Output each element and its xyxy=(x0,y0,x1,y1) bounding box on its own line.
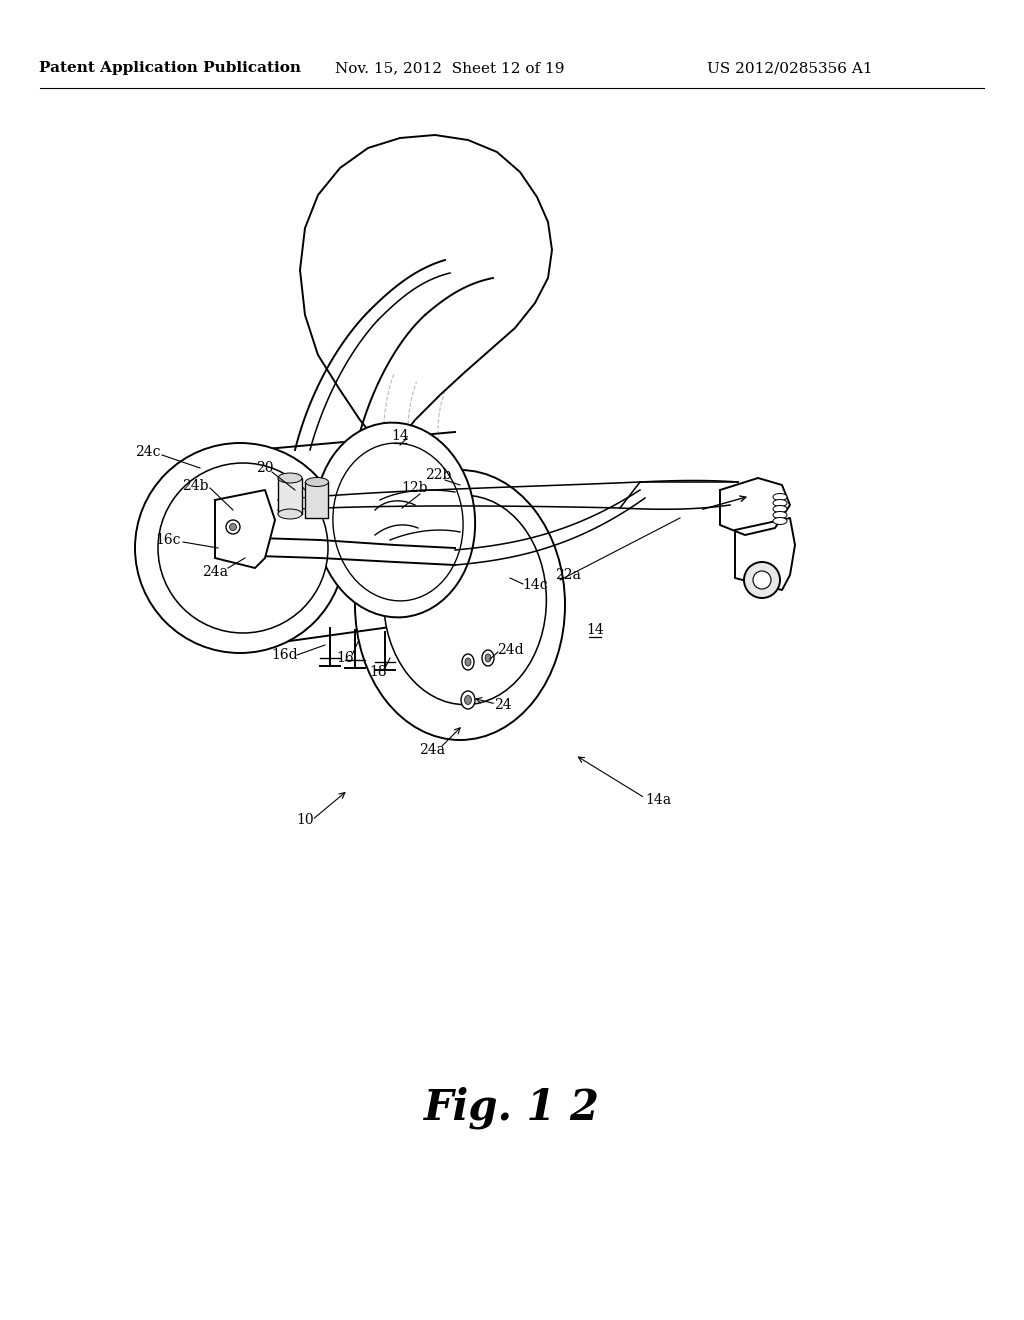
Text: US 2012/0285356 A1: US 2012/0285356 A1 xyxy=(708,61,872,75)
Circle shape xyxy=(744,562,780,598)
Ellipse shape xyxy=(773,499,787,507)
Text: 22a: 22a xyxy=(555,568,581,582)
Text: 16c: 16c xyxy=(156,533,181,546)
Circle shape xyxy=(226,520,240,535)
Text: 24: 24 xyxy=(495,698,512,711)
Ellipse shape xyxy=(355,470,565,741)
Ellipse shape xyxy=(773,517,787,524)
Text: Fig. 1 2: Fig. 1 2 xyxy=(424,1086,600,1129)
Ellipse shape xyxy=(485,653,490,663)
Ellipse shape xyxy=(773,506,787,512)
Text: 10: 10 xyxy=(296,813,313,828)
Text: 14: 14 xyxy=(391,429,409,444)
Ellipse shape xyxy=(305,478,329,487)
Polygon shape xyxy=(720,478,790,535)
Text: Nov. 15, 2012  Sheet 12 of 19: Nov. 15, 2012 Sheet 12 of 19 xyxy=(335,61,565,75)
Text: 24b: 24b xyxy=(181,479,208,492)
Text: 14: 14 xyxy=(586,623,604,638)
Text: Patent Application Publication: Patent Application Publication xyxy=(39,61,301,75)
Polygon shape xyxy=(300,135,552,462)
Ellipse shape xyxy=(465,696,471,705)
Ellipse shape xyxy=(462,653,474,671)
Ellipse shape xyxy=(465,657,471,667)
Text: 24a: 24a xyxy=(202,565,228,579)
Text: 24c: 24c xyxy=(135,445,161,459)
Text: 16d: 16d xyxy=(271,648,298,663)
Text: 14c: 14c xyxy=(522,578,548,591)
Ellipse shape xyxy=(461,690,475,709)
Polygon shape xyxy=(278,478,302,513)
Circle shape xyxy=(753,572,771,589)
Text: 14a: 14a xyxy=(645,793,671,807)
Ellipse shape xyxy=(773,494,787,500)
Polygon shape xyxy=(215,490,275,568)
Ellipse shape xyxy=(333,444,463,601)
Ellipse shape xyxy=(278,510,302,519)
Text: 20: 20 xyxy=(256,461,273,475)
Text: 12b: 12b xyxy=(401,480,428,495)
Text: 24d: 24d xyxy=(497,643,523,657)
Polygon shape xyxy=(735,517,795,590)
Polygon shape xyxy=(305,482,328,517)
Ellipse shape xyxy=(773,511,787,519)
Circle shape xyxy=(135,444,345,653)
Ellipse shape xyxy=(278,473,302,483)
Ellipse shape xyxy=(314,422,475,618)
Circle shape xyxy=(229,524,237,531)
Ellipse shape xyxy=(482,649,494,667)
Text: 22b: 22b xyxy=(425,469,452,482)
Text: 18: 18 xyxy=(370,665,387,678)
Ellipse shape xyxy=(384,495,547,705)
Text: 24a: 24a xyxy=(419,743,445,756)
Text: 16: 16 xyxy=(336,651,354,665)
Circle shape xyxy=(158,463,328,634)
